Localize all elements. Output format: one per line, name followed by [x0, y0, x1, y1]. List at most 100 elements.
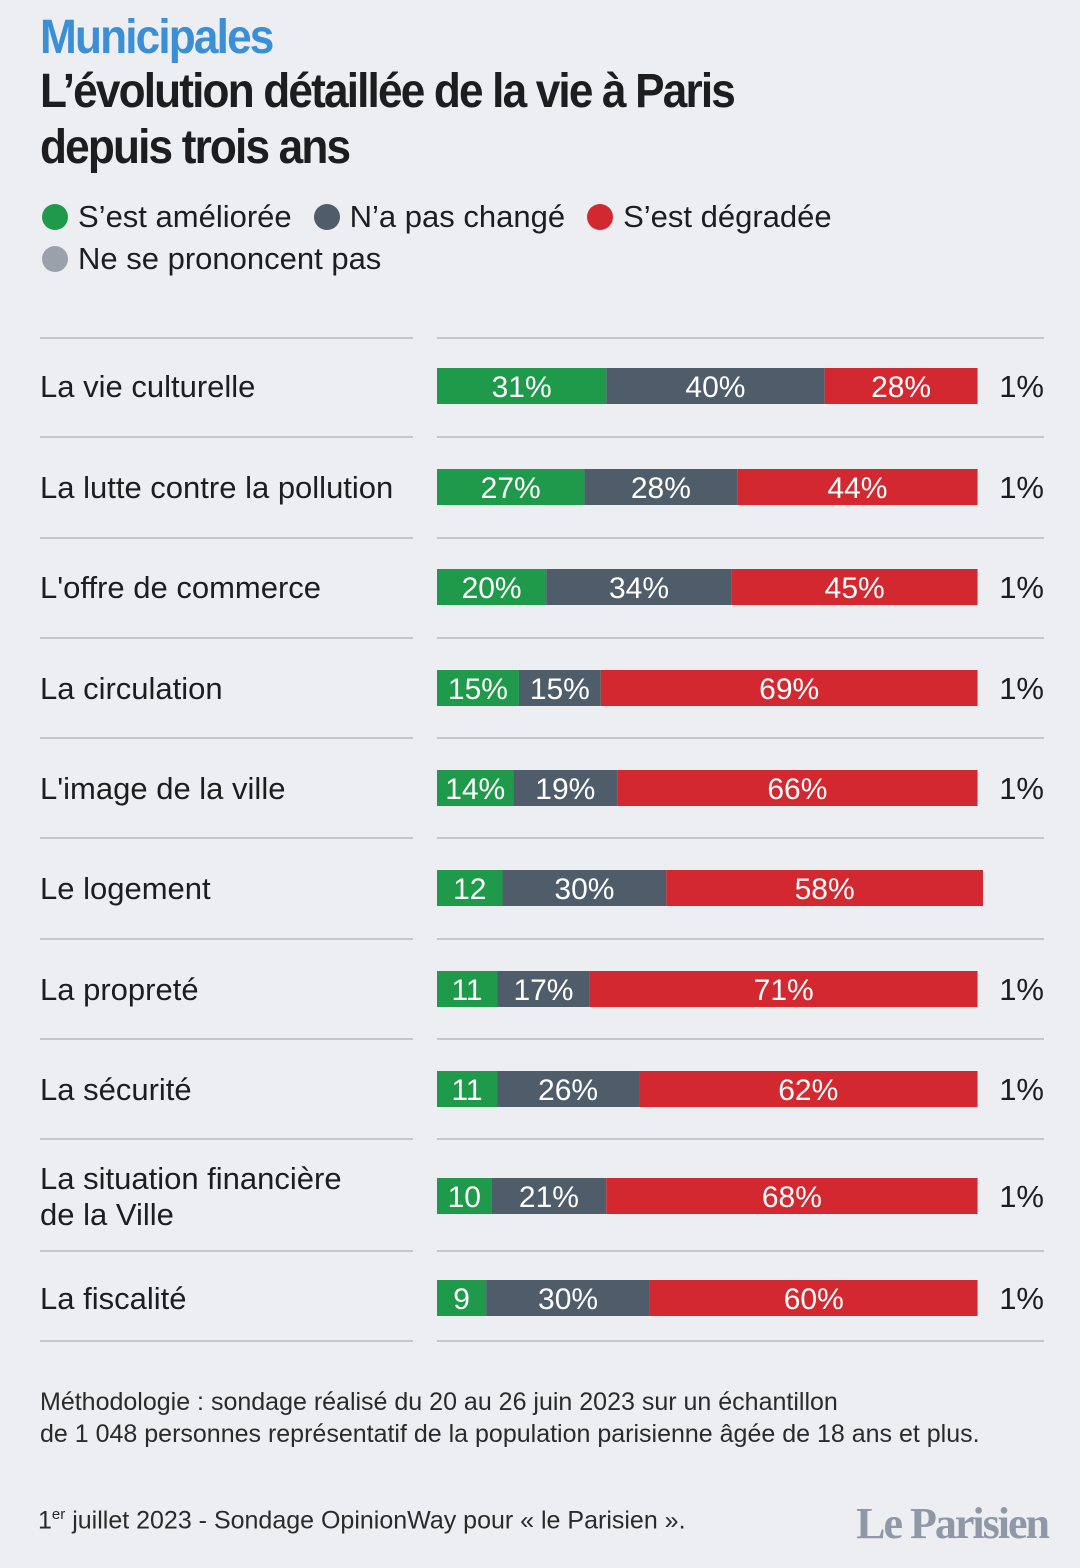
- bar-1-8: [491, 1178, 607, 1214]
- category-label-4: L'image de la ville: [40, 771, 285, 806]
- bar-1-9: [486, 1280, 650, 1316]
- no-opinion-label-7: 1%: [999, 1072, 1044, 1107]
- bar-2-0: [824, 368, 978, 404]
- bar-label-2-0: 28%: [871, 371, 931, 404]
- no-opinion-label-1: 1%: [999, 470, 1044, 505]
- category-label-6: La propreté: [40, 972, 199, 1007]
- bar-label-1-2: 34%: [609, 572, 669, 605]
- methodology-line-2: de 1 048 personnes représentatif de la p…: [40, 1420, 980, 1448]
- bar-label-2-7: 62%: [778, 1074, 838, 1107]
- legend-label-degraded: S’est dégradée: [623, 199, 832, 234]
- bar-label-2-4: 66%: [767, 773, 827, 806]
- bar-label-0-0: 31%: [492, 371, 552, 404]
- legend-item-no-opinion: Ne se prononcent pas: [42, 241, 381, 277]
- bar-0-2: [437, 569, 547, 605]
- bar-0-4: [437, 770, 514, 806]
- bar-label-0-5: 12: [453, 873, 486, 906]
- bar-label-0-4: 14%: [445, 773, 505, 806]
- category-label-8-line-0: La situation financière: [40, 1161, 342, 1196]
- bar-2-2: [731, 569, 978, 605]
- legend-item-degraded: S’est dégradée: [587, 199, 832, 235]
- category-label-8-line-1: de la Ville: [40, 1197, 174, 1232]
- bar-2-6: [589, 971, 978, 1007]
- legend-label-improved: S’est améliorée: [78, 199, 292, 234]
- footer-source-text: juillet 2023 - Sondage OpinionWay pour «…: [65, 1506, 686, 1535]
- bar-1-3: [518, 670, 601, 706]
- bar-label-1-8: 21%: [519, 1181, 579, 1214]
- legend-swatch-improved: [42, 204, 68, 230]
- methodology: Méthodologie : sondage réalisé du 20 au …: [40, 1386, 1040, 1450]
- no-opinion-label-4: 1%: [999, 771, 1044, 806]
- bar-label-2-2: 45%: [825, 572, 885, 605]
- bar-0-7: [437, 1071, 498, 1107]
- bar-0-6: [437, 971, 498, 1007]
- bar-2-7: [639, 1071, 978, 1107]
- bar-0-0: [437, 368, 607, 404]
- bar-2-4: [617, 770, 978, 806]
- legend-label-no-opinion: Ne se prononcent pas: [78, 241, 382, 276]
- bar-label-0-2: 20%: [462, 572, 522, 605]
- no-opinion-label-8: 1%: [999, 1179, 1044, 1214]
- legend-swatch-no-opinion: [42, 246, 68, 272]
- bar-label-2-6: 71%: [754, 974, 814, 1007]
- category-label-3: La circulation: [40, 671, 223, 706]
- bar-label-1-1: 28%: [631, 472, 691, 505]
- bar-label-1-9: 30%: [538, 1283, 598, 1316]
- bar-1-0: [606, 368, 825, 404]
- bar-2-8: [606, 1178, 978, 1214]
- bar-label-1-4: 19%: [535, 773, 595, 806]
- no-opinion-label-3: 1%: [999, 671, 1044, 706]
- bar-1-6: [497, 971, 590, 1007]
- bar-1-1: [584, 469, 738, 505]
- bar-0-5: [437, 870, 503, 906]
- le-parisien-logo: Le Parisien: [856, 1499, 1050, 1548]
- bar-0-8: [437, 1178, 492, 1214]
- bar-0-9: [437, 1280, 487, 1316]
- bar-1-2: [546, 569, 732, 605]
- footer-day-sup: er: [51, 1506, 66, 1523]
- bar-label-0-8: 10: [448, 1181, 481, 1214]
- no-opinion-label-0: 1%: [999, 369, 1044, 404]
- category-label-2: L'offre de commerce: [40, 570, 321, 605]
- bar-label-0-9: 9: [453, 1283, 470, 1316]
- bar-label-0-3: 15%: [448, 673, 508, 706]
- bar-label-1-6: 17%: [513, 974, 573, 1007]
- bar-label-2-5: 58%: [795, 873, 855, 906]
- bar-2-3: [600, 670, 978, 706]
- bar-label-1-3: 15%: [530, 673, 590, 706]
- bar-label-1-0: 40%: [685, 371, 745, 404]
- bar-label-2-9: 60%: [784, 1283, 844, 1316]
- chart-title: L’évolution détaillée de la vie à Paris …: [40, 65, 736, 174]
- bar-2-1: [737, 469, 978, 505]
- bar-1-7: [497, 1071, 640, 1107]
- bar-label-1-7: 26%: [538, 1074, 598, 1107]
- methodology-line-1: Méthodologie : sondage réalisé du 20 au …: [40, 1388, 838, 1416]
- bar-0-3: [437, 670, 519, 706]
- category-label-7: La sécurité: [40, 1072, 192, 1107]
- category-label-9: La fiscalité: [40, 1281, 186, 1316]
- no-opinion-label-6: 1%: [999, 972, 1044, 1007]
- kicker: Municipales: [40, 11, 274, 64]
- bar-1-5: [502, 870, 667, 906]
- footer-day: 1: [38, 1506, 52, 1535]
- bar-0-1: [437, 469, 585, 505]
- category-label-5: Le logement: [40, 871, 211, 906]
- category-label-1: La lutte contre la pollution: [40, 470, 393, 505]
- bar-2-5: [666, 870, 983, 906]
- no-opinion-label-9: 1%: [999, 1281, 1044, 1316]
- legend-label-unchanged: N’a pas changé: [349, 199, 566, 234]
- bar-label-2-1: 44%: [827, 472, 887, 505]
- legend-item-unchanged: N’a pas changé: [313, 199, 566, 235]
- footer-source: 1er juillet 2023 - Sondage OpinionWay po…: [38, 1506, 686, 1535]
- bar-label-0-6: 11: [451, 974, 482, 1007]
- legend-swatch-unchanged: [313, 204, 340, 230]
- bar-label-0-7: 11: [451, 1074, 482, 1107]
- bar-label-0-1: 27%: [481, 472, 541, 505]
- legend-item-improved: S’est améliorée: [42, 199, 292, 235]
- bar-label-2-3: 69%: [759, 673, 819, 706]
- bar-label-2-8: 68%: [762, 1181, 822, 1214]
- legend: S’est améliorée N’a pas changé S’est dég…: [42, 196, 1002, 280]
- category-label-0: La vie culturelle: [40, 369, 255, 404]
- bar-1-4: [513, 770, 618, 806]
- no-opinion-label-2: 1%: [999, 570, 1044, 605]
